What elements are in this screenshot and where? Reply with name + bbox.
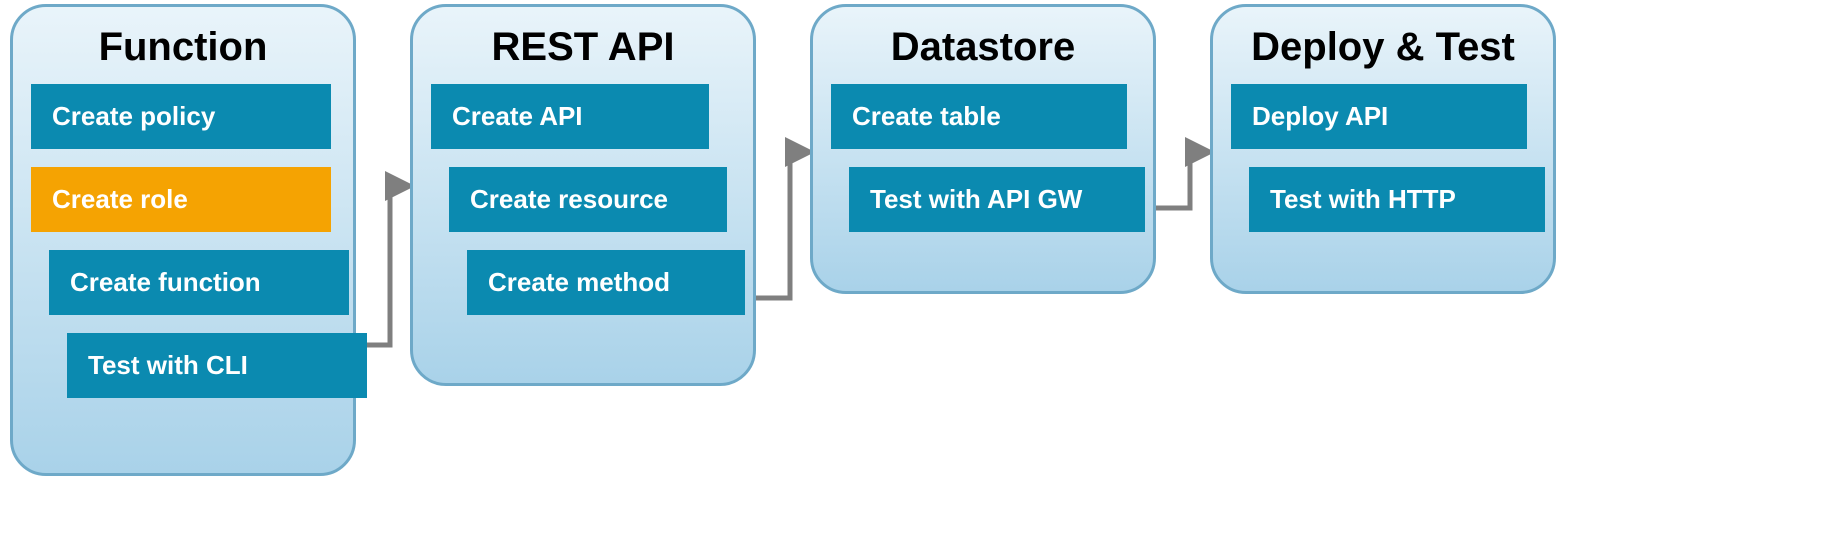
- step-create-api: Create API: [431, 84, 709, 149]
- panel-title-deploy-test: Deploy & Test: [1231, 25, 1535, 70]
- step-test-api-gw: Test with API GW: [849, 167, 1145, 232]
- panel-title-rest-api: REST API: [431, 25, 735, 70]
- panel-rest-api: REST API Create API Create resource Create …: [410, 4, 756, 386]
- step-create-method: Create method: [467, 250, 745, 315]
- panel-title-datastore: Datastore: [831, 25, 1135, 70]
- step-create-resource: Create resource: [449, 167, 727, 232]
- step-create-function: Create function: [49, 250, 349, 315]
- panel-function: Function Create policy Create role Create f…: [10, 4, 356, 476]
- panel-title-function: Function: [31, 25, 335, 70]
- step-test-cli: Test with CLI: [67, 333, 367, 398]
- step-create-table: Create table: [831, 84, 1127, 149]
- step-deploy-api: Deploy API: [1231, 84, 1527, 149]
- panel-datastore: Datastore Create table Test with API GW: [810, 4, 1156, 294]
- step-test-http: Test with HTTP: [1249, 167, 1545, 232]
- step-create-role: Create role: [31, 167, 331, 232]
- step-create-policy: Create policy: [31, 84, 331, 149]
- diagram-canvas: Function Create policy Create role Create f…: [0, 0, 1828, 550]
- panel-deploy-test: Deploy & Test Deploy API Test with HTTP: [1210, 4, 1556, 294]
